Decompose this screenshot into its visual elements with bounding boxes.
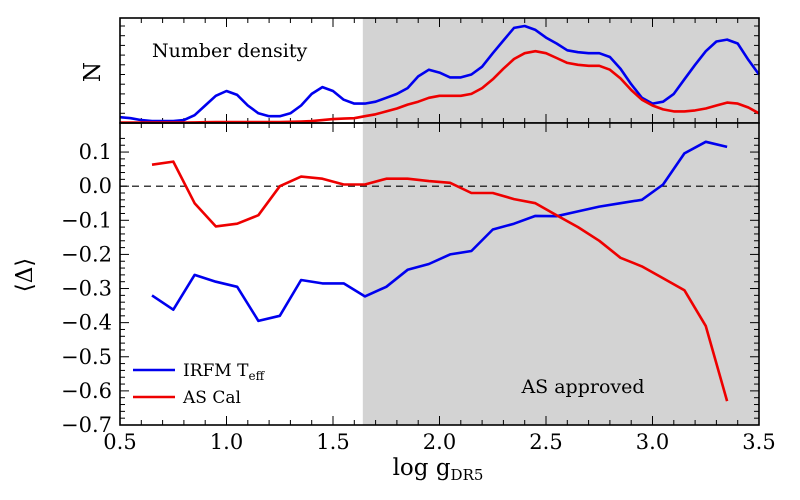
y-tick-label: −0.1 — [61, 208, 112, 232]
top-shaded-region — [362, 18, 759, 123]
x-tick-labels: 0.5 1.0 1.5 2.0 2.5 3.0 3.5 — [103, 430, 775, 454]
bottom-panel: 0.5 1.0 1.5 2.0 2.5 3.0 3.5 0.1 0.0 −0.1 −0.2 −0.3… — [12, 122, 776, 484]
y-tick-label: −0.2 — [61, 242, 112, 266]
y-tick-label: 0.1 — [79, 140, 112, 164]
top-annotation: Number density — [152, 40, 308, 62]
top-series-line-0 — [119, 24, 761, 123]
shaded-region-label: AS approved — [520, 376, 644, 398]
top-panel: Number density N — [80, 17, 761, 124]
top-y-axis-label: N — [80, 62, 106, 82]
y-tick-label: −0.6 — [61, 379, 112, 403]
legend-label-irfm-main: IRFM T — [183, 361, 249, 381]
x-tick-label: 3.5 — [742, 430, 775, 454]
bottom-frame — [119, 122, 760, 426]
y-tick-label: −0.5 — [61, 345, 112, 369]
bottom-series-group — [151, 140, 729, 402]
x-tick-label: 1.5 — [316, 430, 349, 454]
bottom-shaded-region — [362, 123, 759, 425]
y-tick-label: −0.4 — [61, 311, 112, 335]
x-tick-label: 0.5 — [103, 430, 136, 454]
top-series-line-1 — [120, 49, 760, 124]
y-tick-label: 0.0 — [79, 174, 112, 198]
y-tick-label: −0.7 — [61, 413, 112, 437]
legend-label-irfm-sub: eff — [248, 369, 265, 383]
legend-label-irfm: IRFM Teff — [183, 361, 266, 383]
x-tick-label: 1.0 — [210, 430, 243, 454]
y-tick-label: −0.3 — [61, 277, 112, 301]
top-series-group — [119, 24, 761, 124]
bottom-series-line-0 — [151, 140, 728, 323]
x-tick-label: 2.5 — [529, 430, 562, 454]
bottom-y-axis-label: ⟨Δ⟩ — [12, 258, 38, 293]
legend: IRFM Teff AS Cal — [133, 361, 266, 408]
bottom-series-line-1 — [151, 160, 729, 402]
x-tick-label: 3.0 — [636, 430, 669, 454]
x-axis-label-sub: DR5 — [451, 466, 484, 484]
x-axis-label-main: log g — [393, 455, 451, 481]
legend-label-ascal: AS Cal — [182, 388, 241, 408]
x-axis-label: log gDR5 — [393, 455, 484, 484]
y-tick-labels: 0.1 0.0 −0.1 −0.2 −0.3 −0.4 −0.5 −0.6 −0.7 — [61, 140, 112, 437]
x-tick-label: 2.0 — [423, 430, 456, 454]
